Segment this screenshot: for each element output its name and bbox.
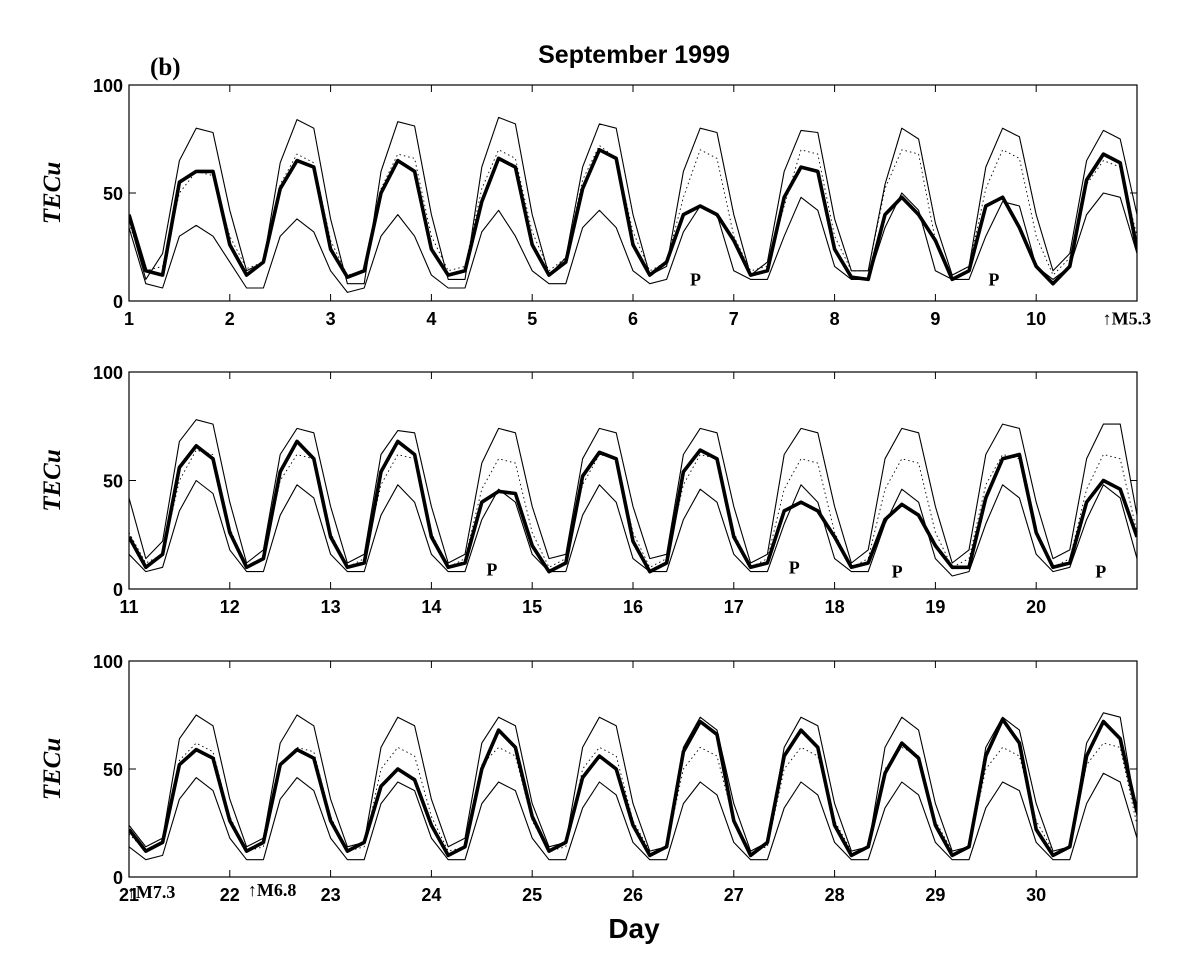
series-upper-bound [129,419,1137,564]
x-tick-label: 24 [421,885,441,905]
panel-days-21-30: 0 50 100 21 22 23 24 25 26 27 28 29 30 TECu ↑M7.3 ↑M6.8 [39,652,1138,905]
x-tick-label: 18 [825,597,845,617]
annotation-label: P [892,562,903,582]
series-upper-bound [129,712,1137,852]
panel-days-11-20: 0 50 100 11 12 13 14 15 16 17 18 19 20 TECu P P P P [39,363,1138,617]
x-tick-label: 16 [623,597,643,617]
x-tick-label: 7 [729,309,739,329]
annotation-label: ↑M7.3 [127,882,176,902]
annotation-label: P [690,269,701,289]
x-tick-label: 5 [527,309,537,329]
x-tick-label: 20 [1026,597,1046,617]
y-tick-label: 0 [113,292,123,312]
y-tick-label: 50 [103,760,123,780]
panel-label: (b) [150,54,181,81]
x-tick-label: 13 [321,597,341,617]
x-tick-label: 2 [225,309,235,329]
annotation-label: P [486,559,497,579]
panel-days-1-10: 0 50 100 1 2 3 4 5 6 7 8 9 10 TECu P P ↑M5.3 [39,76,1151,329]
y-tick-label: 0 [113,868,123,888]
y-tick-label: 100 [93,363,123,383]
chart-title: September 1999 [538,41,730,69]
x-tick-label: 1 [124,309,134,329]
x-tick-label: 29 [925,885,945,905]
x-tick-label: 9 [930,309,940,329]
x-tick-label: 4 [426,309,436,329]
series-mean [129,449,1137,568]
y-tick-label: 100 [93,652,123,672]
x-tick-label: 17 [724,597,744,617]
annotation-label: P [1095,562,1106,582]
x-tick-label: 22 [220,885,240,905]
x-tick-label: 15 [522,597,542,617]
series-lower-bound [129,192,1137,293]
x-tick-label: 25 [522,885,542,905]
y-axis-label: TECu [39,449,66,512]
series-observed [129,717,1137,858]
annotation-label: P [988,269,999,289]
series-lower-bound [129,479,1137,577]
series-observed [129,439,1137,574]
y-axis-label: TECu [39,738,66,801]
x-tick-label: 10 [1026,309,1046,329]
y-tick-label: 0 [113,580,123,600]
y-axis-label: TECu [39,162,66,225]
series-lower-bound [129,772,1137,861]
x-tick-label: 8 [830,309,840,329]
y-tick-label: 100 [93,76,123,96]
x-tick-label: 30 [1026,885,1046,905]
x-tick-label: 27 [724,885,744,905]
x-tick-label: 6 [628,309,638,329]
series-upper-bound [129,116,1137,285]
annotation-label: ↑M6.8 [248,880,297,900]
x-tick-label: 14 [421,597,441,617]
series-observed [129,148,1137,286]
x-tick-label: 19 [925,597,945,617]
x-axis-label: Day [608,913,660,944]
x-tick-label: 11 [119,597,138,617]
x-tick-label: 28 [825,885,845,905]
y-tick-label: 50 [103,184,123,204]
y-tick-label: 50 [103,472,123,492]
x-tick-label: 23 [321,885,341,905]
annotation-label: P [789,557,800,577]
x-tick-label: 21 [119,885,139,905]
annotation-label: ↑M5.3 [1103,308,1152,328]
x-tick-label: 3 [326,309,336,329]
x-tick-label: 12 [220,597,240,617]
x-tick-label: 26 [623,885,643,905]
